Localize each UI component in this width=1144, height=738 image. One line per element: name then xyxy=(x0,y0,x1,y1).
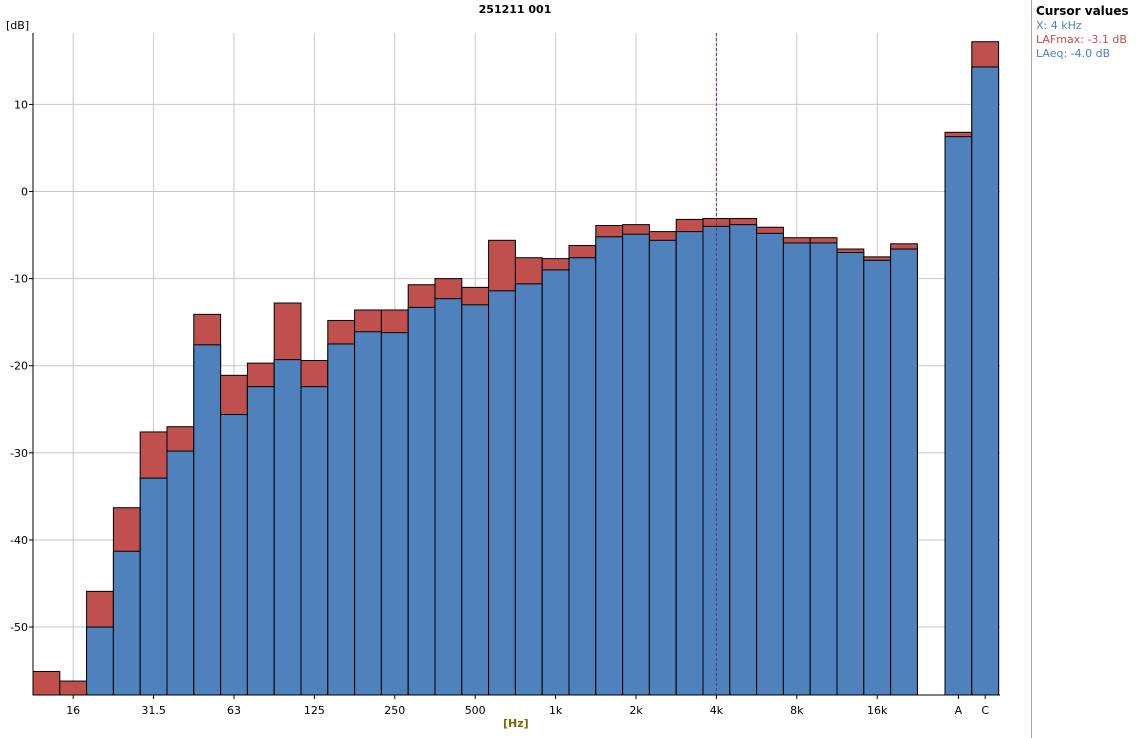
cursor-lafmax-value: LAFmax: -3.1 dB xyxy=(1036,33,1127,46)
bar-laeq-25 xyxy=(112,550,141,696)
x-tick-label: C xyxy=(981,704,989,717)
bar-lafmax-16 xyxy=(59,680,88,696)
bar-laeq-250 xyxy=(380,332,409,696)
y-tick-label: -50 xyxy=(10,621,28,634)
bar-laeq-12.5k xyxy=(836,252,865,696)
bar-laeq-C xyxy=(971,66,1000,696)
x-axis-label: [Hz] xyxy=(503,717,529,730)
x-tick-label: 500 xyxy=(465,704,486,717)
bar-laeq-5k xyxy=(729,224,758,696)
bar-laeq-10k xyxy=(809,242,838,696)
x-tick-label: 2k xyxy=(629,704,643,717)
cursor-x-value: X: 4 kHz xyxy=(1036,19,1082,32)
bar-laeq-160 xyxy=(327,343,356,696)
bar-laeq-630 xyxy=(488,290,516,696)
x-tick-label: 63 xyxy=(227,704,241,717)
chart-title: 251211 001 xyxy=(478,3,552,16)
x-tick-label: 250 xyxy=(384,704,405,717)
y-tick-label: -40 xyxy=(10,534,28,547)
bar-lafmax-12.5 xyxy=(32,670,61,696)
x-tick-label: 1k xyxy=(549,704,563,717)
bar-laeq-315 xyxy=(407,306,436,696)
bar-laeq-1k xyxy=(541,269,570,696)
bar-laeq-200 xyxy=(354,331,382,696)
bar-laeq-16k xyxy=(863,259,892,696)
cursor-laeq-value: LAeq: -4.0 dB xyxy=(1036,47,1111,60)
y-tick-label: 10 xyxy=(14,98,28,111)
bar-laeq-100 xyxy=(273,359,302,696)
bar-laeq-1.25k xyxy=(568,257,597,696)
bar-laeq-2.5k xyxy=(648,239,677,696)
spectrum-chart[interactable]: -50 -40 -30 -20 -10 0 10 16 31.5 63 125 250 500 1k 2k 4… xyxy=(0,0,1030,738)
cursor-values-panel: Cursor values X: 4 kHz LAFmax: -3.1 dB L… xyxy=(1031,0,1144,738)
cursor-values-heading: Cursor values xyxy=(1036,4,1129,18)
bar-laeq-8k xyxy=(782,242,811,696)
bar-laeq-80 xyxy=(246,386,275,696)
bar-laeq-31.5 xyxy=(139,477,168,696)
y-axis-label: [dB] xyxy=(6,19,30,32)
bar-laeq-40 xyxy=(166,450,195,696)
x-tick-label: A xyxy=(955,704,963,717)
bar-laeq-6.3k xyxy=(756,232,784,696)
bar-laeq-400 xyxy=(434,298,463,696)
bar-laeq-2k xyxy=(622,233,650,696)
x-tick-label: 16 xyxy=(66,704,80,717)
x-tick-label: 125 xyxy=(304,704,325,717)
x-tick-label: 16k xyxy=(867,704,888,717)
y-tick-label: 0 xyxy=(21,186,28,199)
bar-laeq-500 xyxy=(461,304,490,696)
x-tick-label: 4k xyxy=(710,704,724,717)
bar-laeq-A xyxy=(944,136,973,696)
bar-laeq-20 xyxy=(86,626,114,696)
y-tick-label: -10 xyxy=(10,273,28,286)
bar-laeq-800 xyxy=(514,283,543,696)
y-tick-label: -20 xyxy=(10,360,28,373)
x-tick-label: 31.5 xyxy=(141,704,166,717)
bar-laeq-20k xyxy=(890,248,918,696)
x-tick-label: 8k xyxy=(790,704,804,717)
bar-laeq-3.15k xyxy=(675,231,704,696)
bar-laeq-50 xyxy=(193,344,222,696)
bar-laeq-1.6k xyxy=(595,236,624,696)
y-tick-label: -30 xyxy=(10,447,28,460)
bar-laeq-63 xyxy=(220,414,248,696)
bar-laeq-125 xyxy=(300,386,329,696)
